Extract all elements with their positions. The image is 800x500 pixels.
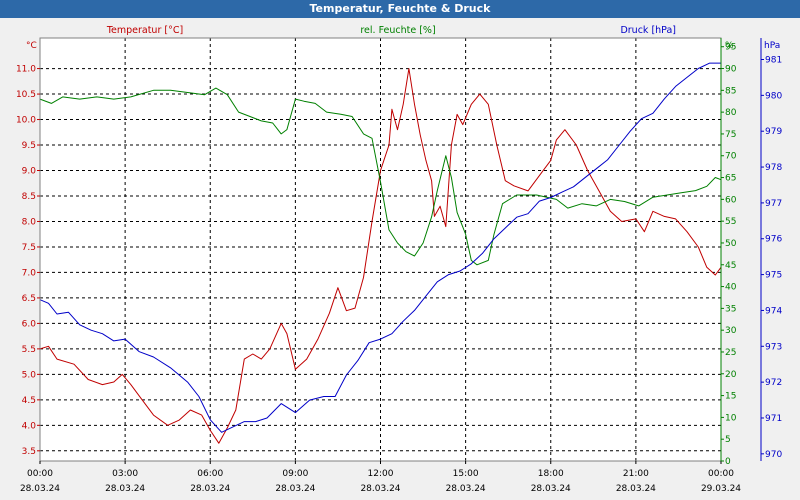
tick-label-temperature: 6.5 [22,294,36,304]
tick-label-time: 03:00 [112,469,138,479]
unit-humidity: % [725,41,734,51]
tick-label-temperature: 3.5 [22,447,36,457]
tick-label-temperature: 5.0 [22,370,37,380]
tick-label-humidity: 0 [725,457,731,467]
tick-label-pressure: 977 [765,199,782,209]
tick-label-humidity: 40 [725,283,737,293]
tick-label-humidity: 15 [725,392,736,402]
tick-label-temperature: 5.5 [22,345,36,355]
tick-label-date: 28.03.24 [105,484,145,494]
tick-label-temperature: 8.5 [22,192,36,202]
tick-label-date: 28.03.24 [275,484,315,494]
tick-label-time: 06:00 [197,469,223,479]
tick-label-time: 09:00 [282,469,308,479]
label-humidity-axis: rel. Feuchte [%] [360,25,435,36]
unit-temperature: °C [26,41,37,51]
tick-label-date: 28.03.24 [531,484,571,494]
tick-label-pressure: 973 [765,342,782,352]
series-lines [39,62,722,444]
tick-label-humidity: 95 [725,43,736,53]
tick-label-temperature: 8.0 [22,217,37,227]
tick-label-humidity: 65 [725,174,736,184]
tick-label-time: 21:00 [623,469,649,479]
tick-label-humidity: 55 [725,217,736,227]
tick-label-temperature: 10.5 [16,90,36,100]
label-temperature-axis: Temperatur [°C] [106,25,183,36]
tick-label-humidity: 75 [725,130,736,140]
tick-label-temperature: 9.5 [22,141,36,151]
tick-label-temperature: 11.0 [16,65,36,75]
tick-label-temperature: 10.0 [16,116,36,126]
tick-label-humidity: 70 [725,152,737,162]
tick-label-temperature: 7.0 [22,268,37,278]
tick-label-date: 28.03.24 [446,484,486,494]
tick-label-humidity: 85 [725,86,736,96]
tick-label-humidity: 25 [725,348,736,358]
tick-label-date: 28.03.24 [20,484,60,494]
tick-label-temperature: 9.0 [22,167,37,177]
tick-label-humidity: 45 [725,261,736,271]
tick-label-pressure: 971 [765,414,782,424]
tick-label-pressure: 981 [765,56,782,66]
unit-pressure: hPa [764,41,780,51]
grid-lines [40,38,721,461]
tick-label-pressure: 980 [765,91,782,101]
tick-label-pressure: 976 [765,235,782,245]
tick-label-time: 00:00 [27,469,53,479]
tick-label-temperature: 6.0 [22,319,37,329]
tick-label-pressure: 970 [765,450,782,460]
tick-label-pressure: 978 [765,163,782,173]
series-line-humidity [39,87,722,266]
tick-label-date: 29.03.24 [701,484,741,494]
tick-label-date: 28.03.24 [190,484,230,494]
tick-label-humidity: 30 [725,326,737,336]
label-pressure-axis: Druck [hPa] [620,25,676,36]
tick-label-humidity: 50 [725,239,737,249]
tick-label-humidity: 80 [725,108,737,118]
tick-label-temperature: 4.0 [22,421,37,431]
tick-label-humidity: 20 [725,370,737,380]
tick-label-pressure: 975 [765,271,782,281]
tick-label-humidity: 35 [725,304,736,314]
window-title: Temperatur, Feuchte & Druck [0,0,800,18]
tick-label-time: 00:00 [708,469,734,479]
tick-label-humidity: 60 [725,195,737,205]
tick-label-date: 28.03.24 [616,484,656,494]
series-line-temperature [39,68,722,444]
tick-label-time: 12:00 [368,469,394,479]
tick-label-pressure: 972 [765,378,782,388]
tick-label-time: 15:00 [453,469,479,479]
tick-label-pressure: 979 [765,127,782,137]
tick-label-pressure: 974 [765,306,782,316]
tick-label-temperature: 7.5 [22,243,36,253]
tick-label-humidity: 10 [725,413,737,423]
tick-label-time: 18:00 [538,469,564,479]
tick-label-temperature: 4.5 [22,396,36,406]
tick-label-humidity: 5 [725,435,731,445]
axes: 3.5 4.0 4.5 5.0 5.5 6.0 6.5 7.0 7.5 8.0 8.5 9.0 9.5 1… [16,38,782,494]
tick-label-date: 28.03.24 [360,484,400,494]
tick-label-humidity: 90 [725,65,737,75]
series-line-pressure [39,62,721,433]
